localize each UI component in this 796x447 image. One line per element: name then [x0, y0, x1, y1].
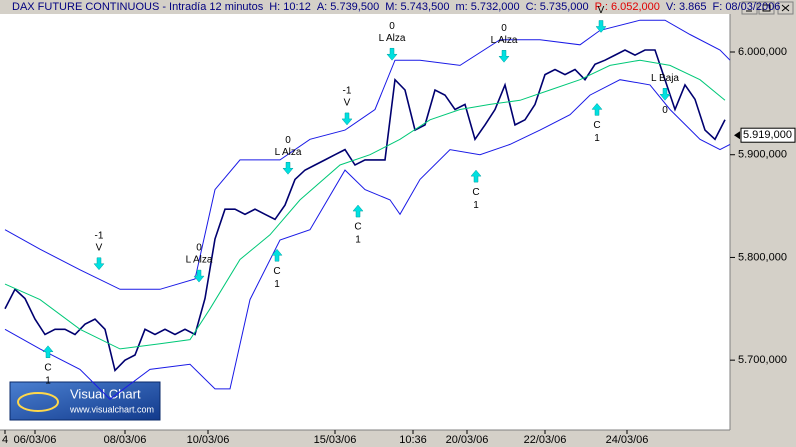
signal-label: L Baja [651, 73, 679, 84]
x-tick-label: 10:36 [399, 434, 427, 446]
x-tick-label: 22/03/06 [524, 434, 567, 446]
x-tick-label: 08/03/06 [104, 434, 147, 446]
signal-label: 1 [355, 235, 361, 246]
logo-icon [17, 392, 59, 412]
header-part: DAX FUTURE CONTINUOUS - Intradía 12 minu… [12, 1, 264, 13]
signal-label: 0 [389, 21, 395, 32]
header-part: C: 5.735,000 [526, 1, 589, 13]
signal-arrow [193, 269, 205, 283]
logo-box [9, 381, 161, 421]
series-line [4, 59, 726, 350]
close-icon [781, 4, 790, 12]
signal-label: -1 [95, 230, 104, 241]
last-value-box [740, 127, 796, 143]
signal-label: 1 [473, 200, 479, 211]
series-line [4, 49, 726, 372]
signal-arrow [498, 50, 510, 63]
signal-label: C [472, 187, 479, 198]
signal-label: 1 [45, 375, 51, 386]
signal-arrow [352, 204, 364, 218]
header-part: m: 5.732,000 [455, 1, 519, 13]
last-value-pointer [734, 131, 740, 140]
last-value-label: 5.919,000 [743, 129, 792, 141]
signal-label: C [273, 266, 280, 277]
signal-label: V [96, 242, 103, 253]
header-part: A: 5.739,500 [317, 1, 379, 13]
series-line [4, 19, 731, 290]
header-part: F: 08/03/2006 [712, 1, 780, 13]
header-part: H: 10:12 [269, 1, 311, 13]
y-tick-label: 5.900,000 [738, 149, 787, 161]
maximize-icon [762, 4, 771, 12]
x-tick-label: 10/03/06 [187, 434, 230, 446]
signal-label: L Alza [186, 255, 213, 266]
signal-label: 0 [662, 105, 668, 116]
signal-label: C [354, 222, 361, 233]
y-tick-label: 6.000,000 [738, 46, 787, 58]
signal-label: C [593, 120, 600, 131]
signal-arrow [470, 169, 482, 183]
signal-label: 0 [196, 243, 202, 254]
header-part: V: 3.865 [666, 1, 707, 13]
signal-label: 1 [594, 133, 600, 144]
signal-label: L Alza [275, 147, 302, 158]
header-part: M: 5.743,500 [385, 1, 449, 13]
signal-arrow [271, 248, 283, 262]
signal-arrow [595, 20, 607, 33]
y-tick-label: 5.700,000 [738, 354, 787, 366]
signal-arrow [282, 161, 294, 175]
window-buttons[interactable] [741, 1, 794, 15]
x-tick-label: 20/03/06 [446, 434, 489, 446]
signal-label: L Alza [379, 33, 406, 44]
signal-arrow [386, 47, 398, 61]
logo: Visual Chart www.visualchart.com [9, 381, 161, 421]
logo-title: Visual Chart [70, 386, 141, 401]
series-line [4, 79, 731, 400]
signal-label: C [44, 362, 51, 373]
signal-label: 0 [285, 135, 291, 146]
signal-label: -1 [343, 86, 352, 97]
x-tick-label: 24/03/06 [606, 434, 649, 446]
y-tick-label: 5.800,000 [738, 251, 787, 263]
signal-arrow [591, 102, 603, 116]
signal-label: V [598, 5, 605, 16]
signal-arrow [341, 112, 353, 126]
signal-arrow [93, 257, 105, 271]
signal-arrow [659, 88, 671, 101]
signal-label: 0 [501, 23, 507, 34]
header-part: P : 6.052,000 [595, 1, 660, 13]
plot-area [0, 14, 730, 430]
signal-label: 1 [274, 279, 280, 290]
x-tick-label: 06/03/06 [14, 434, 57, 446]
signal-arrow [42, 345, 54, 359]
x-tick-label: 15/03/06 [314, 434, 357, 446]
signal-label: L Alza [491, 35, 518, 46]
signal-label: V [344, 98, 351, 109]
logo-url: www.visualchart.com [69, 404, 154, 414]
x-tick-label: 4 [2, 434, 8, 446]
minimize-button[interactable] [741, 1, 758, 15]
chart-header: DAX FUTURE CONTINUOUS - Intradía 12 minu… [12, 1, 780, 13]
